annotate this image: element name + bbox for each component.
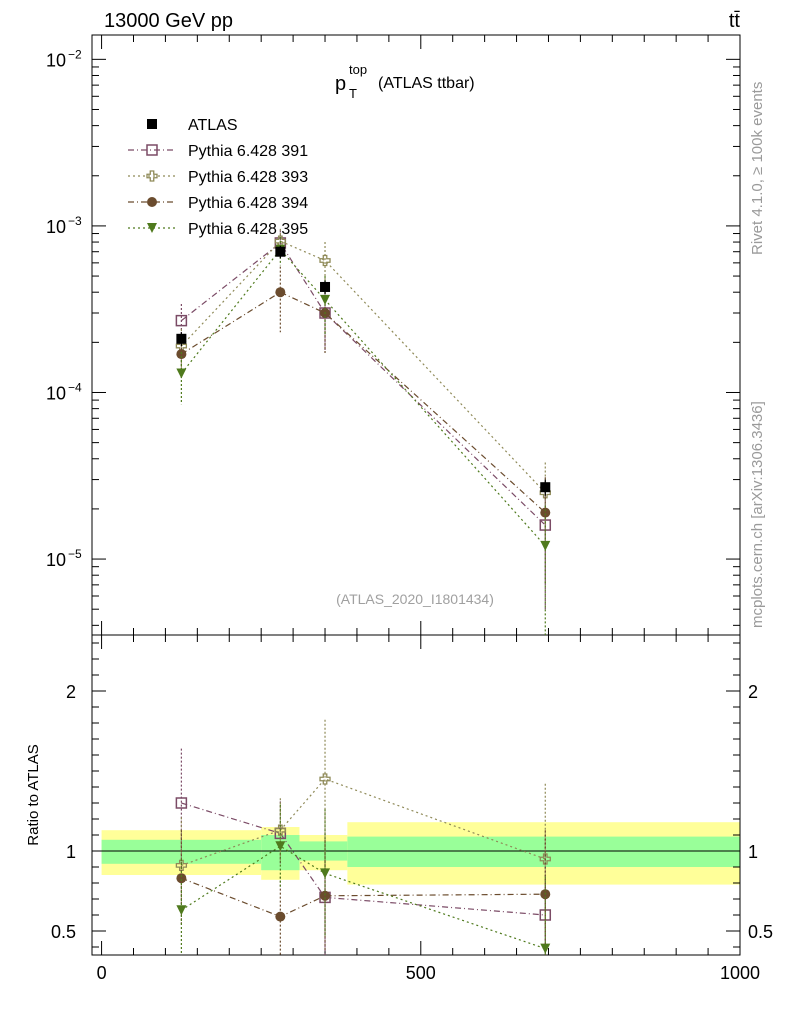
ratio-line-2 xyxy=(181,877,546,918)
main-series xyxy=(175,228,552,635)
ratio-point-3-1 xyxy=(275,841,286,852)
ratio-xtick-label-2: 1000 xyxy=(720,963,760,983)
legend: ATLAS Pythia 6.428 391 Pythia 6.428 393 Pyt… xyxy=(128,117,308,238)
main-line-3 xyxy=(181,291,546,514)
main-ytick-label-2: 10 xyxy=(46,383,66,403)
main-ytick-exp-0: −2 xyxy=(68,47,82,61)
ratio-axes: 2 2 1 1 0.5 0.5 0 500 1000 xyxy=(51,634,773,983)
ratio-ytick-label-left-1: 1 xyxy=(66,842,76,862)
header-right: tt̄ xyxy=(729,10,741,32)
legend-marker-3 xyxy=(147,197,157,207)
main-point-0-3 xyxy=(540,482,551,493)
plot-title-rest: (ATLAS ttbar) xyxy=(378,75,475,92)
main-ytick-label-0: 10 xyxy=(46,50,66,70)
main-point-0-2 xyxy=(320,281,331,292)
legend-marker-4 xyxy=(147,223,157,233)
ratio-point-2-2 xyxy=(320,890,331,901)
legend-marker-1 xyxy=(146,144,158,156)
main-point-1-0 xyxy=(175,314,188,327)
rivet-label: Rivet 4.1.0, ≥ 100k events xyxy=(749,82,766,255)
main-line-2 xyxy=(180,240,546,494)
ratio-point-3-0 xyxy=(176,905,187,916)
ratio-point-2-1 xyxy=(275,911,286,922)
plot-title-sub: T xyxy=(349,86,357,101)
ratio-ytick-label-left-2: 0.5 xyxy=(51,922,76,942)
plot-title-main: p xyxy=(335,73,346,95)
main-ytick-exp-2: −4 xyxy=(68,380,82,394)
ratio-bands xyxy=(101,822,740,885)
ratio-ytick-label-left-0: 2 xyxy=(66,682,76,702)
ratio-ytick-label-right-2: 0.5 xyxy=(748,922,773,942)
header-left: 13000 GeV pp xyxy=(104,10,233,32)
plot-title: p xyxy=(335,73,346,95)
legend-label-3: Pythia 6.428 394 xyxy=(188,195,308,212)
ratio-point-1-3 xyxy=(539,853,551,865)
mcplots-label: mcplots.cern.ch [arXiv:1306.3436] xyxy=(749,401,766,628)
ratio-point-1-0 xyxy=(175,859,188,872)
ratio-point-0-0 xyxy=(175,797,188,809)
ratio-point-2-0 xyxy=(176,873,187,884)
main-ytick-exp-1: −3 xyxy=(68,214,82,228)
ratio-point-3-3 xyxy=(540,943,551,954)
ratio-point-1-1 xyxy=(274,824,286,836)
ratio-point-3-2 xyxy=(320,868,331,879)
main-point-0-0 xyxy=(176,333,187,344)
main-point-2-2 xyxy=(319,254,331,267)
main-point-4-0 xyxy=(176,368,187,379)
main-line-1 xyxy=(181,242,546,526)
legend-label-0: ATLAS xyxy=(188,117,238,134)
main-ytick-exp-3: −5 xyxy=(68,547,82,561)
main-ytick-label-3: 10 xyxy=(46,550,66,570)
main-point-3-0 xyxy=(176,349,187,360)
main-point-4-2 xyxy=(320,294,331,305)
legend-label-4: Pythia 6.428 395 xyxy=(188,221,308,238)
legend-marker-2 xyxy=(146,170,158,182)
ratio-ytick-label-right-1: 1 xyxy=(748,842,758,862)
ratio-line-3 xyxy=(181,845,546,950)
ratio-series xyxy=(175,719,552,955)
main-ytick-label-1: 10 xyxy=(46,217,66,237)
ratio-ylabel: Ratio to ATLAS xyxy=(25,744,42,845)
main-point-3-3 xyxy=(540,507,551,518)
main-point-3-1 xyxy=(275,287,286,298)
main-line-4 xyxy=(180,248,546,547)
ratio-point-1-2 xyxy=(319,773,331,785)
watermark: (ATLAS_2020_I1801434) xyxy=(336,591,494,607)
ratio-xtick-label-1: 500 xyxy=(406,963,436,983)
ratio-line-1 xyxy=(181,778,546,866)
main-axes: 10−210−310−410−5 xyxy=(46,34,741,636)
legend-marker-0 xyxy=(147,119,157,129)
ratio-frame xyxy=(91,634,741,956)
ratio-xtick-label-0: 0 xyxy=(97,963,107,983)
ratio-ytick-label-right-0: 2 xyxy=(748,682,758,702)
legend-label-1: Pythia 6.428 391 xyxy=(188,143,308,160)
plot-title-sup: top xyxy=(349,62,367,77)
legend-label-2: Pythia 6.428 393 xyxy=(188,169,308,186)
main-point-4-3 xyxy=(540,540,551,551)
main-point-0-1 xyxy=(275,246,286,257)
